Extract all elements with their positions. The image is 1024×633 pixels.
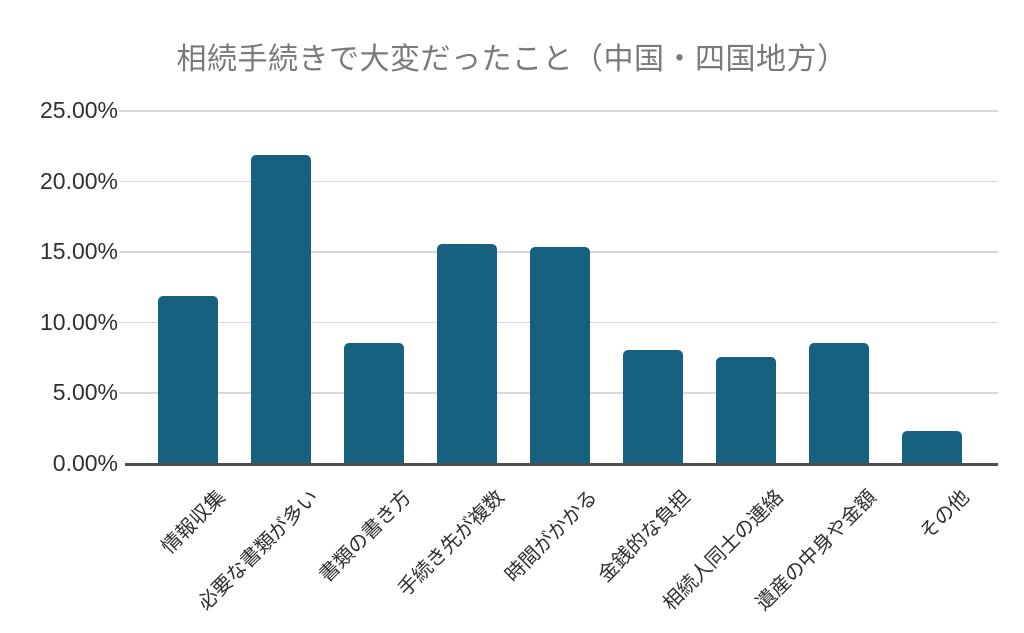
- bar: [344, 342, 405, 463]
- bar: [530, 246, 590, 463]
- bar: [622, 350, 683, 463]
- bar-slot: [606, 110, 699, 463]
- bar-slot: [514, 110, 607, 463]
- x-axis-category-slot: 書類の書き方: [316, 466, 421, 633]
- plot-area: [119, 110, 998, 466]
- gridline: [119, 110, 998, 112]
- y-axis: 0.00% 5.00% 10.00% 15.00% 20.00% 25.00%: [0, 98, 118, 475]
- x-axis-category-slot: 必要な書類が多い: [194, 466, 328, 633]
- x-axis-category-slot: 手続き先が複数: [394, 466, 514, 633]
- y-axis-tick-label: 10.00%: [39, 308, 118, 335]
- y-axis-tick-label: 25.00%: [39, 97, 118, 123]
- y-axis-tick-label: 5.00%: [52, 379, 118, 406]
- bar: [437, 244, 498, 463]
- y-axis-tick-label: 0.00%: [52, 450, 118, 476]
- x-axis-category-label: 時間がかかる: [501, 486, 602, 587]
- bar-slot: [235, 110, 328, 463]
- x-axis-category-label: その他: [915, 486, 974, 545]
- bar: [251, 155, 312, 463]
- y-axis-tick-label: 15.00%: [39, 238, 118, 265]
- chart-title: 相続手続きで大変だったこと（中国・四国地方）: [176, 43, 848, 76]
- x-axis-category-slot: 時間がかかる: [501, 466, 607, 633]
- gridline: [119, 180, 998, 183]
- bar-slot: [699, 110, 792, 463]
- bar-slot: [792, 110, 885, 463]
- bar-slot: [328, 110, 421, 463]
- bar-series: [142, 110, 978, 463]
- x-axis-category-slot: 遺産の中身や金額: [752, 466, 885, 633]
- bar-slot: [421, 110, 514, 463]
- bar: [715, 357, 776, 463]
- x-axis-category-slot: 金銭的な負担: [594, 466, 699, 633]
- bar: [808, 342, 869, 463]
- x-axis-category-slot: 相続人同士の連絡: [659, 466, 792, 633]
- bar-slot: [885, 110, 978, 463]
- y-axis-tick-label: 20.00%: [39, 167, 118, 194]
- bar-slot: [142, 110, 235, 463]
- bar: [158, 296, 219, 463]
- x-axis-category-label: 情報収集: [158, 486, 231, 559]
- x-axis: 情報収集 必要な書類が多い 書類の書き方 手続き先が複数 時間がかかる 金銭的な負担 相続人…: [142, 466, 978, 633]
- bar: [901, 430, 962, 463]
- x-axis-category-slot: 情報収集: [142, 466, 235, 633]
- x-axis-category-slot: その他: [885, 466, 978, 633]
